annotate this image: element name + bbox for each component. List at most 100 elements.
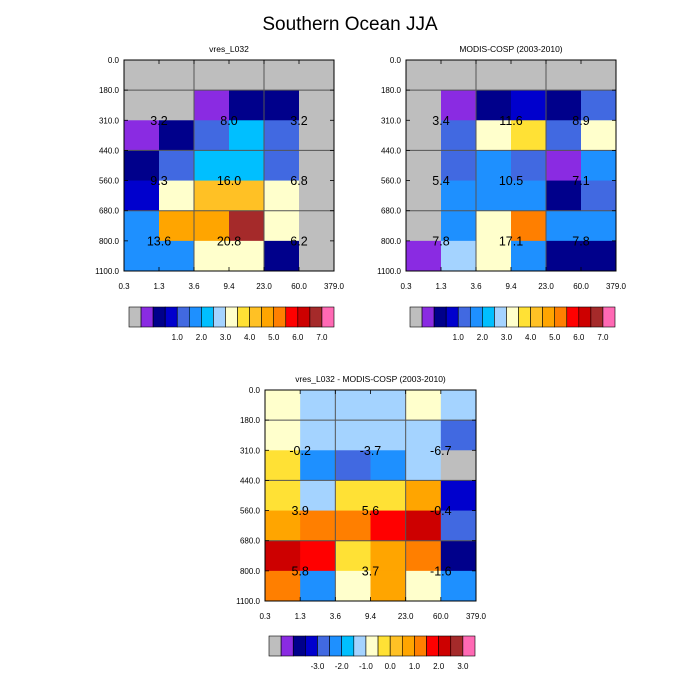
y-tick-label: 680.0 bbox=[240, 537, 261, 546]
heatmap-cell bbox=[229, 120, 265, 151]
heatmap-cell bbox=[546, 90, 582, 121]
heatmap-cell bbox=[159, 90, 195, 121]
box-value-label: -0.4 bbox=[430, 504, 452, 518]
box-value-label: 11.6 bbox=[499, 114, 522, 128]
colorbar-label: 1.0 bbox=[409, 662, 421, 671]
colorbar-swatch bbox=[329, 635, 343, 657]
panel-2: MODIS-COSP (2003-2010) 3.4 11.6 8.9 5.4 10.5 7… bbox=[377, 44, 626, 342]
x-tick-label: 3.6 bbox=[188, 282, 200, 291]
colorbar-swatch bbox=[506, 306, 519, 328]
box-value-label: 5.6 bbox=[362, 504, 379, 518]
heatmap-cell bbox=[264, 180, 300, 212]
heatmap-cell bbox=[300, 390, 336, 421]
heatmap-cell bbox=[299, 180, 335, 212]
box-value-label: 3.9 bbox=[291, 504, 308, 518]
heatmap-cell bbox=[370, 570, 407, 602]
colorbar-label: 5.0 bbox=[549, 333, 561, 342]
heatmap-cell bbox=[264, 60, 300, 91]
colorbar-swatch bbox=[462, 635, 476, 657]
heatmap-cell bbox=[405, 390, 442, 421]
heatmap-cell bbox=[299, 240, 335, 272]
heatmap-cell bbox=[370, 510, 407, 542]
heatmap-cell bbox=[581, 180, 617, 212]
colorbar-label: 1.0 bbox=[453, 333, 465, 342]
heatmap-cell bbox=[300, 450, 336, 481]
y-tick-label: 440.0 bbox=[381, 146, 402, 155]
panel-1: vres_L032 3.2 8.0 3.2 9.3 16.0 6.8 13.6 20.8 6.2 0… bbox=[95, 44, 344, 342]
colorbar-swatch bbox=[297, 306, 311, 328]
y-tick-label: 1100.0 bbox=[95, 267, 119, 276]
heatmap-cell bbox=[511, 180, 547, 212]
heatmap-cell bbox=[546, 150, 582, 182]
box-value-label: 5.4 bbox=[432, 174, 449, 188]
box-value-label: 3.2 bbox=[150, 114, 167, 128]
heatmap-cell bbox=[405, 510, 442, 542]
heatmap-cell bbox=[441, 180, 477, 212]
heatmap-cell bbox=[265, 510, 301, 542]
heatmap-cell bbox=[440, 570, 477, 602]
box-value-label: 7.8 bbox=[432, 234, 449, 248]
y-tick-label: 180.0 bbox=[240, 416, 261, 425]
y-tick-label: 180.0 bbox=[99, 86, 120, 95]
box-value-label: 6.2 bbox=[290, 234, 307, 248]
heatmap-cell bbox=[440, 450, 477, 481]
heatmap-cell bbox=[370, 540, 407, 572]
figure-title: Southern Ocean JJA bbox=[262, 14, 438, 35]
colorbar-swatch bbox=[457, 306, 471, 328]
heatmap-cell bbox=[229, 150, 265, 182]
box-value-label: -6.7 bbox=[430, 444, 452, 458]
colorbar-label: 2.0 bbox=[477, 333, 489, 342]
heatmap-cell bbox=[264, 240, 300, 272]
colorbar-swatch bbox=[317, 635, 330, 657]
box-value-label: -3.7 bbox=[360, 444, 382, 458]
x-tick-label: 23.0 bbox=[398, 612, 414, 621]
heatmap-cell bbox=[159, 240, 195, 272]
heatmap-cell bbox=[441, 90, 477, 121]
colorbar-swatch bbox=[566, 306, 580, 328]
heatmap-cell bbox=[194, 210, 230, 242]
colorbar-swatch bbox=[365, 635, 379, 657]
colorbar-swatch bbox=[261, 306, 275, 328]
y-tick-label: 0.0 bbox=[390, 56, 402, 65]
heatmap-cell bbox=[159, 180, 195, 212]
x-tick-label: 60.0 bbox=[291, 282, 307, 291]
x-tick-label: 23.0 bbox=[256, 282, 272, 291]
heatmap-cell bbox=[335, 390, 371, 421]
colorbar-swatch bbox=[280, 635, 294, 657]
heatmap-cell bbox=[335, 480, 371, 512]
heatmap-cell bbox=[440, 420, 477, 451]
heatmap-cell bbox=[546, 210, 582, 242]
heatmap-cell bbox=[159, 60, 195, 91]
colorbar-swatch bbox=[152, 306, 166, 328]
heatmap-cell bbox=[441, 240, 477, 272]
colorbar-swatch bbox=[353, 635, 367, 657]
x-tick-label: 379.0 bbox=[606, 282, 627, 291]
colorbar-label: 3.0 bbox=[457, 662, 469, 671]
panel-title: MODIS-COSP (2003-2010) bbox=[459, 44, 562, 54]
box-value-label: 3.7 bbox=[362, 564, 379, 578]
heatmap-cell bbox=[370, 420, 407, 451]
x-tick-label: 60.0 bbox=[433, 612, 449, 621]
colorbar-label: 3.0 bbox=[501, 333, 513, 342]
heatmap-cell bbox=[159, 120, 195, 151]
heatmap-cell bbox=[335, 510, 371, 542]
heatmap-cell bbox=[370, 390, 407, 421]
colorbar-swatch bbox=[128, 306, 142, 328]
colorbar-label: 1.0 bbox=[172, 333, 184, 342]
heatmap-cell bbox=[406, 180, 442, 212]
heatmap-cell bbox=[265, 450, 301, 481]
colorbar-swatch bbox=[268, 635, 282, 657]
heatmap-cell bbox=[441, 120, 477, 151]
heatmap-cell bbox=[406, 150, 442, 182]
y-tick-label: 1100.0 bbox=[236, 597, 260, 606]
colorbar-swatch bbox=[213, 306, 226, 328]
box-value-label: 3.2 bbox=[290, 114, 307, 128]
colorbar-swatch bbox=[409, 306, 423, 328]
colorbar-label: 7.0 bbox=[316, 333, 328, 342]
box-value-label: 8.9 bbox=[572, 114, 589, 128]
x-tick-label: 1.3 bbox=[153, 282, 165, 291]
heatmap-cell bbox=[124, 210, 160, 242]
colorbar-swatch bbox=[176, 306, 190, 328]
heatmap-cell bbox=[581, 90, 617, 121]
y-tick-label: 1100.0 bbox=[377, 267, 401, 276]
